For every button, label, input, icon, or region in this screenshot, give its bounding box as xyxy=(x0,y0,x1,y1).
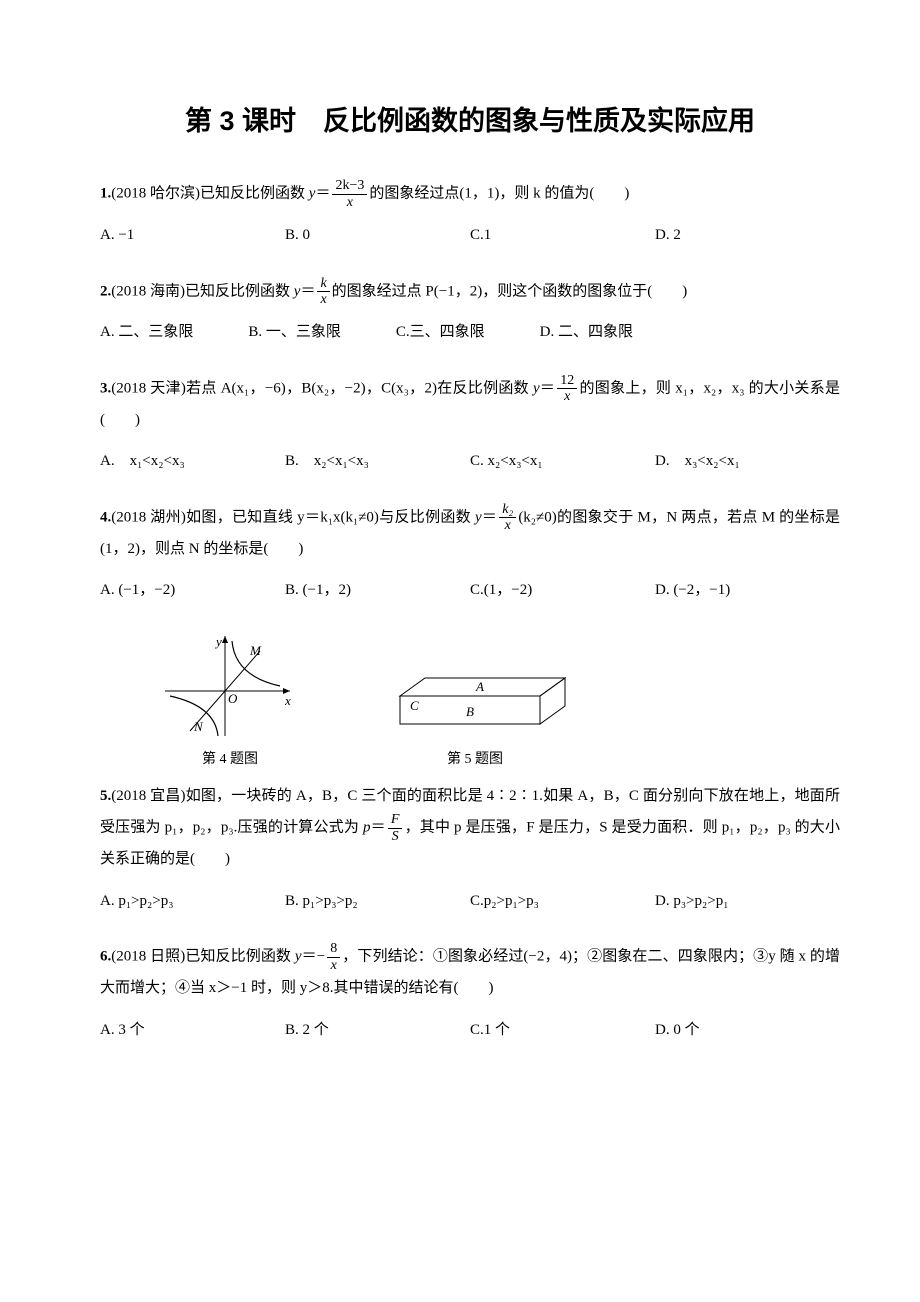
fig4-label-m: M xyxy=(249,643,262,658)
q2-option-b: B. 一、三象限 xyxy=(248,317,341,349)
q2-option-d: D. 二、四象限 xyxy=(540,317,633,349)
figure-5: A B C 第 5 题图 xyxy=(380,666,570,771)
q5-frac-num: F xyxy=(388,812,403,828)
q3-options: A. x₁<x₂<x₃ B. x₂<x₁<x₃ C. x₂<x₃<x₁ D. x… xyxy=(100,446,840,478)
q3-number: 3. xyxy=(100,380,111,396)
figure-5-caption: 第 5 题图 xyxy=(380,749,570,771)
q6-source: (2018 日照) xyxy=(111,949,185,965)
figure-4-svg: y x O M N xyxy=(160,631,300,741)
q1-option-a: A. −1 xyxy=(100,220,285,252)
q2-text-before: 已知反比例函数 xyxy=(185,283,294,299)
q6-frac-num: 8 xyxy=(327,941,340,957)
q4-option-b: B. (−1，2) xyxy=(285,575,470,607)
q1-options: A. −1 B. 0 C.1 D. 2 xyxy=(100,220,840,252)
figure-4-caption: 第 4 题图 xyxy=(160,749,300,771)
figure-row: y x O M N 第 4 题图 A B C 第 5 题图 xyxy=(160,631,840,771)
fig4-label-n: N xyxy=(193,719,204,734)
q2-source: (2018 海南) xyxy=(111,283,185,299)
question-6-text: 6.(2018 日照)已知反比例函数 y＝−8x，下列结论：①图象必经过(−2，… xyxy=(100,941,840,1004)
q1-frac-den: x xyxy=(332,195,367,210)
q5-option-a: A. p₁>p₂>p₃ xyxy=(100,886,285,918)
q2-frac-num: k xyxy=(317,276,329,292)
q1-frac-num: 2k−3 xyxy=(332,178,367,194)
question-2-text: 2.(2018 海南)已知反比例函数 y＝kx的图象经过点 P(−1，2)，则这… xyxy=(100,276,840,308)
q6-options: A. 3 个 B. 2 个 C.1 个 D. 0 个 xyxy=(100,1015,840,1047)
q2-option-a: A. 二、三象限 xyxy=(100,317,193,349)
q2-options: A. 二、三象限 B. 一、三象限 C.三、四象限 D. 二、四象限 xyxy=(100,317,840,349)
q1-source: (2018 哈尔滨) xyxy=(111,186,200,202)
q6-option-a: A. 3 个 xyxy=(100,1015,285,1047)
q6-number: 6. xyxy=(100,949,111,965)
question-2: 2.(2018 海南)已知反比例函数 y＝kx的图象经过点 P(−1，2)，则这… xyxy=(100,276,840,349)
q4-option-a: A. (−1，−2) xyxy=(100,575,285,607)
figure-4: y x O M N 第 4 题图 xyxy=(160,631,300,771)
q3-frac-den: x xyxy=(557,389,577,404)
q1-number: 1. xyxy=(100,186,111,202)
q3-option-d: D. x₃<x₂<x₁ xyxy=(655,446,840,478)
q2-option-c: C.三、四象限 xyxy=(396,317,485,349)
q4-frac-den: x xyxy=(499,518,516,533)
q3-option-a: A. x₁<x₂<x₃ xyxy=(100,446,285,478)
q4-source: (2018 湖州) xyxy=(111,509,186,525)
question-6: 6.(2018 日照)已知反比例函数 y＝−8x，下列结论：①图象必经过(−2，… xyxy=(100,941,840,1046)
question-3: 3.(2018 天津)若点 A(x₁，−6)，B(x₂，−2)，C(x₃，2)在… xyxy=(100,373,840,478)
q5-options: A. p₁>p₂>p₃ B. p₁>p₃>p₂ C.p₂>p₁>p₃ D. p₃… xyxy=(100,886,840,918)
fig5-label-b: B xyxy=(466,704,474,719)
fig4-label-o: O xyxy=(228,691,238,706)
question-4: 4.(2018 湖州)如图，已知直线 y＝k₁x(k₁≠0)与反比例函数 y＝k… xyxy=(100,502,840,607)
q1-option-b: B. 0 xyxy=(285,220,470,252)
q3-text-before: 若点 A(x₁，−6)，B(x₂，−2)，C(x₃，2)在反比例函数 xyxy=(186,380,533,396)
fig4-label-y: y xyxy=(214,634,222,649)
q2-number: 2. xyxy=(100,283,111,299)
q6-option-d: D. 0 个 xyxy=(655,1015,840,1047)
q5-option-b: B. p₁>p₃>p₂ xyxy=(285,886,470,918)
q2-text-after: 的图象经过点 P(−1，2)，则这个函数的图象位于( ) xyxy=(332,283,688,299)
q4-option-d: D. (−2，−1) xyxy=(655,575,840,607)
page-title: 第 3 课时 反比例函数的图象与性质及实际应用 xyxy=(100,100,840,143)
q5-source: (2018 宜昌) xyxy=(111,788,185,804)
q4-option-c: C.(1，−2) xyxy=(470,575,655,607)
q3-frac-num: 12 xyxy=(557,373,577,389)
question-1-text: 1.(2018 哈尔滨)已知反比例函数 y＝2k−3x的图象经过点(1，1)，则… xyxy=(100,178,840,210)
question-1: 1.(2018 哈尔滨)已知反比例函数 y＝2k−3x的图象经过点(1，1)，则… xyxy=(100,178,840,251)
q1-text-after: 的图象经过点(1，1)，则 k 的值为( ) xyxy=(369,186,629,202)
q3-source: (2018 天津) xyxy=(111,380,186,396)
fig5-label-a: A xyxy=(475,679,484,694)
q4-options: A. (−1，−2) B. (−1，2) C.(1，−2) D. (−2，−1) xyxy=(100,575,840,607)
q5-frac-den: S xyxy=(388,829,403,844)
q5-number: 5. xyxy=(100,788,111,804)
q3-option-c: C. x₂<x₃<x₁ xyxy=(470,446,655,478)
figure-5-svg: A B C xyxy=(380,666,570,741)
question-3-text: 3.(2018 天津)若点 A(x₁，−6)，B(x₂，−2)，C(x₃，2)在… xyxy=(100,373,840,436)
q1-text-before: 已知反比例函数 xyxy=(200,186,309,202)
fig4-label-x: x xyxy=(284,693,291,708)
q4-number: 4. xyxy=(100,509,111,525)
q1-option-c: C.1 xyxy=(470,220,655,252)
q5-option-c: C.p₂>p₁>p₃ xyxy=(470,886,655,918)
fig5-label-c: C xyxy=(410,698,419,713)
q6-frac-den: x xyxy=(327,958,340,973)
q6-text-before: 已知反比例函数 xyxy=(185,949,295,965)
q3-option-b: B. x₂<x₁<x₃ xyxy=(285,446,470,478)
q6-option-c: C.1 个 xyxy=(470,1015,655,1047)
question-4-text: 4.(2018 湖州)如图，已知直线 y＝k₁x(k₁≠0)与反比例函数 y＝k… xyxy=(100,502,840,565)
q5-option-d: D. p₃>p₂>p₁ xyxy=(655,886,840,918)
q4-text-before: 如图，已知直线 y＝k₁x(k₁≠0)与反比例函数 xyxy=(186,509,475,525)
q4-frac-num: k₂ xyxy=(499,502,516,518)
question-5: 5.(2018 宜昌)如图，一块砖的 A，B，C 三个面的面积比是 4∶2∶1.… xyxy=(100,781,840,917)
q2-frac-den: x xyxy=(317,292,329,307)
q1-option-d: D. 2 xyxy=(655,220,840,252)
question-5-text: 5.(2018 宜昌)如图，一块砖的 A，B，C 三个面的面积比是 4∶2∶1.… xyxy=(100,781,840,876)
q6-option-b: B. 2 个 xyxy=(285,1015,470,1047)
